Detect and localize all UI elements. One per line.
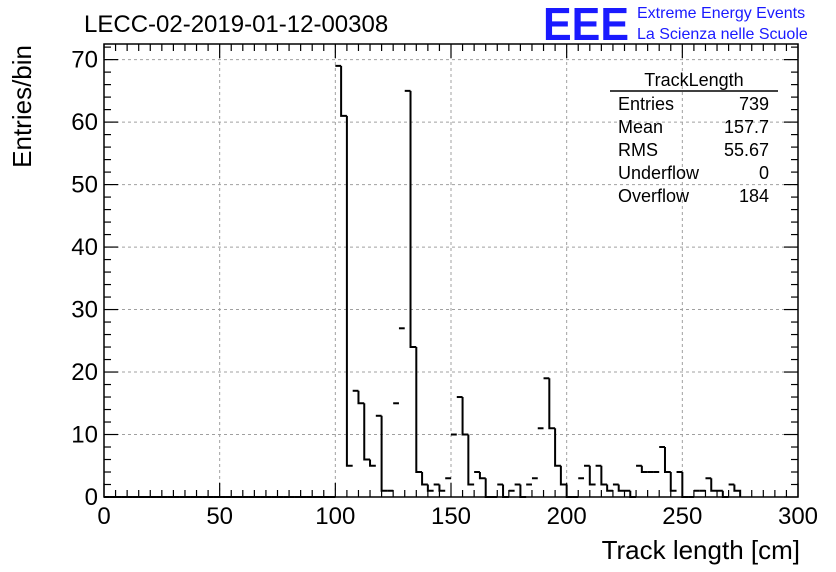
x-tick-label: 50 — [206, 503, 233, 530]
chart-title: LECC-02-2019-01-12-00308 — [84, 11, 388, 38]
histogram-bin — [502, 484, 509, 498]
histogram-bin — [340, 65, 347, 117]
x-tick-label: 200 — [547, 503, 587, 530]
y-tick-label: 50 — [71, 172, 98, 199]
histogram-bin — [421, 472, 428, 486]
x-tick-label: 300 — [778, 503, 818, 530]
histogram-bin — [409, 90, 417, 349]
histogram-bin — [640, 465, 648, 474]
stats-title: TrackLength — [644, 70, 743, 90]
x-tick-label: 250 — [662, 503, 702, 530]
stats-label: Overflow — [618, 186, 690, 206]
x-tick-labels: 0 50 100 150 200 250 300 — [97, 503, 818, 530]
stats-box: TrackLength Entries 739 Mean 157.7 RMS 5… — [610, 70, 778, 206]
y-tick-label: 60 — [71, 109, 98, 136]
y-tick-label: 70 — [71, 47, 98, 74]
y-axis-label: Entries/bin — [7, 45, 37, 168]
histogram-bin — [461, 397, 469, 436]
histogram-bin — [478, 472, 486, 480]
histogram-bin — [426, 484, 434, 492]
histogram-bin — [681, 472, 689, 498]
histogram-bin — [369, 459, 376, 467]
histogram-bin — [606, 484, 613, 492]
stats-value: 157.7 — [724, 117, 769, 137]
histogram-bin — [710, 478, 718, 492]
histogram-bin — [380, 415, 388, 492]
x-tick-label: 150 — [431, 503, 471, 530]
histogram-bin — [438, 484, 446, 492]
y-tick-label: 0 — [85, 484, 98, 511]
histogram-bin — [565, 484, 573, 498]
histogram-bin — [588, 465, 596, 486]
logo-line2: La Scienza nelle Scuole — [637, 26, 808, 43]
histogram-bin — [345, 115, 353, 467]
stats-value: 0 — [759, 163, 769, 183]
y-tick-label: 10 — [71, 422, 98, 449]
stats-value: 739 — [739, 94, 769, 114]
histogram-bin — [617, 484, 625, 492]
histogram-bin — [548, 378, 556, 430]
y-tick-label: 30 — [71, 297, 98, 324]
stats-label: Mean — [618, 117, 663, 137]
histogram-bin — [519, 484, 527, 498]
histogram-bin — [484, 478, 492, 498]
histogram-bin — [669, 472, 677, 492]
y-tick-labels: 0 10 20 30 40 50 60 70 — [71, 47, 98, 511]
stats-label: Underflow — [618, 163, 700, 183]
eee-logo: EEE Extreme Energy Events La Scienza nel… — [543, 0, 808, 50]
histogram-bin — [733, 484, 742, 497]
histogram-bin — [554, 428, 561, 467]
x-axis-label: Track length [cm] — [602, 535, 800, 565]
x-tick-label: 100 — [315, 503, 355, 530]
y-tick-label: 20 — [71, 359, 98, 386]
logo-line1: Extreme Energy Events — [637, 5, 805, 22]
y-tick-label: 40 — [71, 234, 98, 261]
stats-value: 55.67 — [724, 140, 769, 160]
logo-mark: EEE — [543, 0, 629, 50]
grid-lines — [104, 44, 798, 497]
stats-label: Entries — [618, 94, 674, 114]
histogram-bin — [415, 347, 423, 474]
histogram-bin — [600, 465, 608, 486]
histogram-bin — [721, 490, 729, 498]
axis-ticks — [103, 44, 799, 498]
x-tick-label: 0 — [97, 503, 110, 530]
histogram-bin — [559, 465, 567, 486]
histogram-bin — [363, 403, 371, 461]
histogram-bin — [357, 390, 365, 405]
histogram-bin — [629, 490, 637, 498]
stats-value: 184 — [739, 186, 769, 206]
histogram-bin — [663, 447, 671, 474]
histogram-bin — [467, 434, 475, 486]
stats-label: RMS — [618, 140, 658, 160]
